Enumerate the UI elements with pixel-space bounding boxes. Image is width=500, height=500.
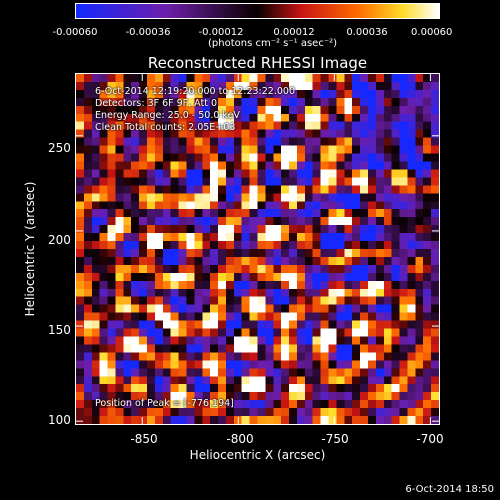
x-tick-label: -800 [226,432,254,446]
x-tick-label: -750 [321,432,349,446]
colorbar-tick: -0.00060 [52,27,98,38]
y-tick-label: 100 [48,413,71,427]
y-tick-label: 200 [48,233,71,247]
plot-title: Reconstructed RHESSI Image [147,54,368,72]
annotation-time-range: 6-Oct-2014 12:19:20.000 to 12:23:22.000 [95,86,296,97]
y-tick-label: 250 [48,141,71,155]
annotation-energy-range: Energy Range: 25.0 - 50.0 keV [95,110,240,121]
colorbar-tick: 0.00036 [346,27,388,38]
annotation-peak-position: Position of Peak = [-776,194] [95,398,234,409]
x-axis-label: Heliocentric X (arcsec) [189,448,326,462]
colorbar [75,3,440,19]
colorbar-tick: -0.00012 [198,27,244,38]
annotation-detectors: Detectors: 3F 6F 9F, Att 0 [95,98,218,109]
plot-area [75,73,440,425]
x-tick-label: -700 [416,432,444,446]
colorbar-unit-label: (photons cm⁻² s⁻¹ asec⁻²) [207,38,338,49]
heatmap-image [76,74,439,424]
colorbar-tick: -0.00036 [125,27,171,38]
annotation-clean-counts: Clean Total counts: 2.05E+03 [95,122,236,133]
x-tick-label: -850 [130,432,158,446]
footer-date: 6-Oct-2014 18:50 [405,484,494,495]
colorbar-tick: 0.00012 [273,27,315,38]
y-tick-label: 150 [48,323,71,337]
colorbar-tick: 0.00060 [411,27,453,38]
y-axis-label: Heliocentric Y (arcsec) [23,181,37,317]
